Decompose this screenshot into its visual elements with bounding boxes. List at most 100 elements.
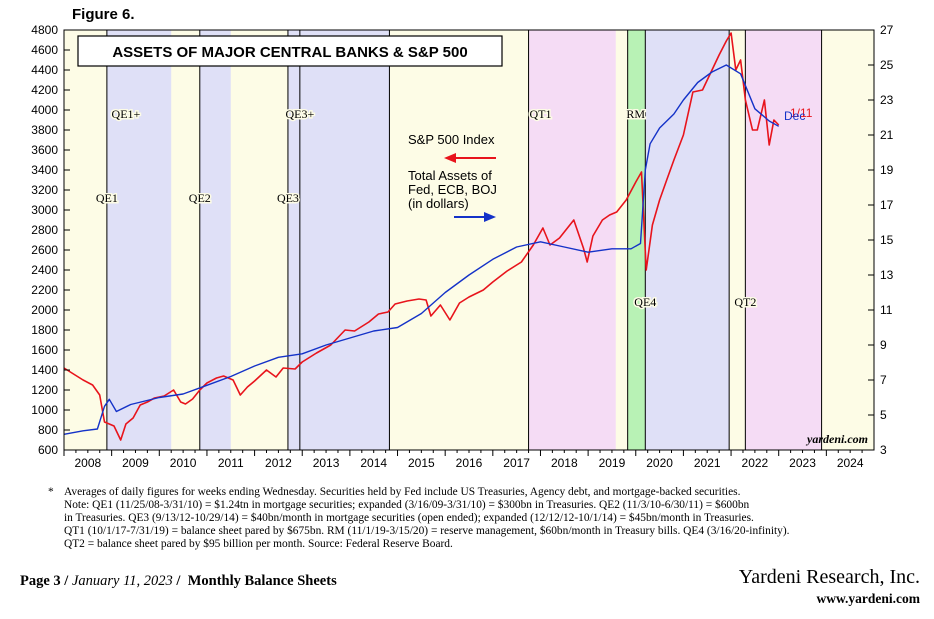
y-left-tick-label: 800 xyxy=(38,423,58,437)
chart-labels: ASSETS OF MAJOR CENTRAL BANKS & S&P 500 Q… xyxy=(77,35,868,446)
event-label: QE1 xyxy=(96,191,118,205)
legend-sp500-arrow-head xyxy=(444,153,456,163)
y-left-tick-label: 2000 xyxy=(31,303,58,317)
series-lines xyxy=(63,32,780,441)
x-tick-label: 2019 xyxy=(599,456,626,470)
y-left-tick-label: 4600 xyxy=(31,43,58,57)
y-right-tick-label: 19 xyxy=(880,163,894,177)
y-left-tick-label: 1800 xyxy=(31,323,58,337)
x-tick-label: 2015 xyxy=(408,456,435,470)
section-title: Monthly Balance Sheets xyxy=(187,573,337,589)
legend-sp500-text: S&P 500 Index xyxy=(408,132,495,147)
chart: 600 800 1000 1200 1400 1600 1800 2000 2200 2400 26… xyxy=(31,23,893,470)
y-left-tick-label: 3400 xyxy=(31,163,58,177)
band-qe2 xyxy=(199,30,231,450)
footnote-line: Averages of daily figures for weeks endi… xyxy=(64,486,741,498)
band-qe1-plus xyxy=(106,30,172,450)
page-number: Page 3 xyxy=(20,573,61,589)
y-right-tick-label: 27 xyxy=(880,23,894,37)
chart-title: ASSETS OF MAJOR CENTRAL BANKS & S&P 500 xyxy=(112,44,467,61)
band-qt2 xyxy=(745,30,822,450)
end-label-assets: Dec xyxy=(784,109,805,123)
band-qe4 xyxy=(645,30,730,450)
y-left-tick-label: 2800 xyxy=(31,223,58,237)
sp500-line xyxy=(63,32,780,441)
axes: 600 800 1000 1200 1400 1600 1800 2000 2200 2400 26… xyxy=(31,23,893,470)
y-right-tick-label: 25 xyxy=(880,58,894,72)
end-label-sp500: 1/11 xyxy=(790,106,813,120)
x-tick-label: 2024 xyxy=(837,456,864,470)
event-label: QE1+ xyxy=(112,107,141,121)
x-tick-label: 2018 xyxy=(551,456,578,470)
y-left-tick-label: 3000 xyxy=(31,203,58,217)
event-label: QE4 xyxy=(634,295,656,309)
x-tick-label: 2022 xyxy=(742,456,769,470)
footer-page-info: Page 3 / January 11, 2023 / Monthly Bala… xyxy=(20,573,337,589)
company-name: Yardeni Research, Inc. xyxy=(738,566,920,588)
footer-branding: Yardeni Research, Inc. www.yardeni.com xyxy=(739,566,920,607)
x-tick-label: 2020 xyxy=(646,456,673,470)
x-tick-label: 2009 xyxy=(122,456,149,470)
y-left-tick-label: 4000 xyxy=(31,103,58,117)
footnote-marker: * xyxy=(48,486,54,498)
x-tick-label: 2011 xyxy=(218,456,244,470)
y-left-tick-label: 1200 xyxy=(31,383,58,397)
event-label: QE3+ xyxy=(285,107,314,121)
y-left-tick-label: 3200 xyxy=(31,183,58,197)
y-right-tick-label: 5 xyxy=(880,408,887,422)
footnote-line: QT2 = balance sheet pared by $95 billion… xyxy=(64,538,453,550)
central-bank-assets-line xyxy=(63,64,780,435)
y-right-tick-label: 21 xyxy=(880,128,894,142)
y-right-tick-label: 11 xyxy=(880,303,893,317)
band-qt1 xyxy=(528,30,616,450)
x-tick-label: 2014 xyxy=(360,456,387,470)
band-rm xyxy=(627,30,646,450)
y-right-tick-label: 9 xyxy=(880,338,887,352)
y-left-tick-label: 3600 xyxy=(31,143,58,157)
x-tick-label: 2008 xyxy=(74,456,101,470)
watermark: yardeni.com xyxy=(805,432,868,446)
publication-date: January 11, 2023 xyxy=(71,573,173,589)
band-qe3-plus xyxy=(287,30,390,450)
legend-assets-text: Fed, ECB, BOJ xyxy=(408,182,497,197)
y-left-tick-label: 4400 xyxy=(31,63,58,77)
plot-background xyxy=(64,30,874,450)
y-left-tick-label: 600 xyxy=(38,443,58,457)
x-tick-label: 2021 xyxy=(694,456,721,470)
y-left-tick-label: 1400 xyxy=(31,363,58,377)
x-tick-label: 2017 xyxy=(503,456,530,470)
y-right-tick-label: 17 xyxy=(880,198,894,212)
x-tick-label: 2023 xyxy=(789,456,816,470)
title-box xyxy=(77,35,503,67)
y-left-tick-label: 2400 xyxy=(31,263,58,277)
y-left-tick-label: 1000 xyxy=(31,403,58,417)
event-label: QT2 xyxy=(734,295,756,309)
y-right-tick-label: 13 xyxy=(880,268,894,282)
period-bands xyxy=(64,30,874,450)
y-left-tick-label: 4800 xyxy=(31,23,58,37)
y-right-tick-label: 23 xyxy=(880,93,894,107)
figure-label: Figure 6. xyxy=(72,6,135,23)
legend-assets-arrow-head xyxy=(484,212,496,222)
company-url: www.yardeni.com xyxy=(816,591,921,606)
y-left-tick-label: 2600 xyxy=(31,243,58,257)
y-left-tick-label: 1600 xyxy=(31,343,58,357)
x-tick-label: 2016 xyxy=(456,456,483,470)
x-tick-label: 2012 xyxy=(265,456,292,470)
legend-assets-text: Total Assets of xyxy=(408,168,492,183)
event-label: RM xyxy=(626,107,645,121)
y-right-tick-label: 7 xyxy=(880,373,887,387)
y-right-tick-label: 3 xyxy=(880,443,887,457)
event-label: QT1 xyxy=(529,107,551,121)
y-left-tick-label: 3800 xyxy=(31,123,58,137)
footnote-line: Note: QE1 (11/25/08-3/31/10) = $1.24tn i… xyxy=(64,499,750,511)
y-left-tick-label: 2200 xyxy=(31,283,58,297)
event-label: QE3 xyxy=(277,191,299,205)
x-tick-label: 2013 xyxy=(313,456,340,470)
y-right-tick-label: 15 xyxy=(880,233,894,247)
event-label: QE2 xyxy=(189,191,211,205)
x-tick-label: 2010 xyxy=(170,456,197,470)
legend-assets-text: (in dollars) xyxy=(408,196,469,211)
footnote-line: in Treasuries. QE3 (9/13/12-10/29/14) = … xyxy=(64,512,754,524)
y-left-tick-label: 4200 xyxy=(31,83,58,97)
